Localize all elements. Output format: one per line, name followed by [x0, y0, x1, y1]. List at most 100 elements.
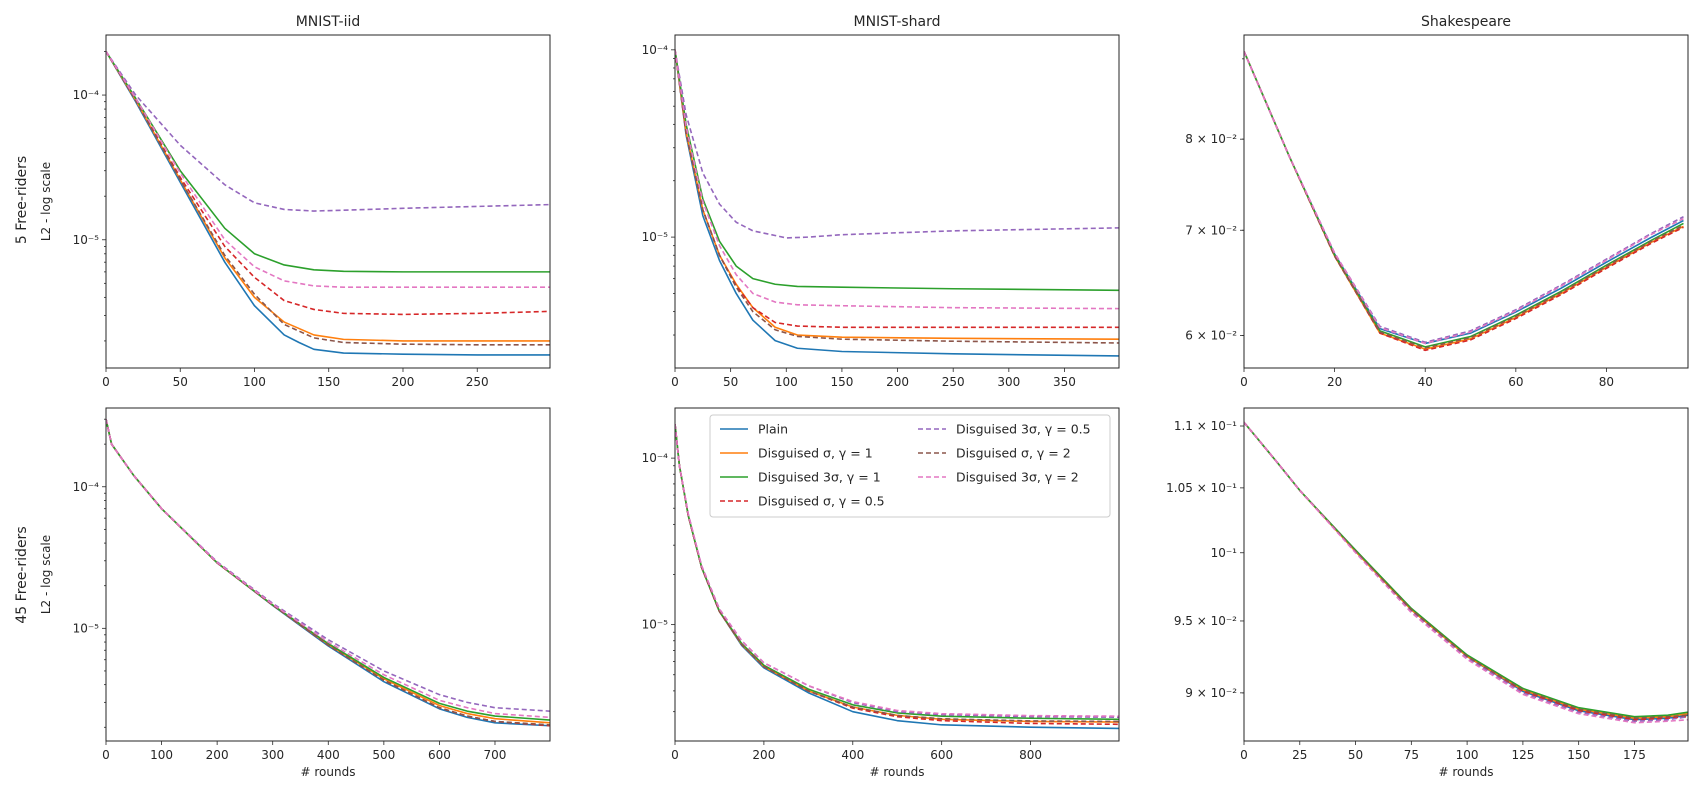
- legend-label: Disguised 3σ, γ = 1: [758, 470, 881, 485]
- series-group: [1244, 421, 1688, 724]
- legend-label: Disguised σ, γ = 0.5: [758, 494, 885, 509]
- x-tick-label: 600: [930, 748, 953, 762]
- x-tick-label: 700: [484, 748, 507, 762]
- x-tick-label: 200: [392, 375, 415, 389]
- series-line-5: [106, 51, 550, 346]
- x-tick-label: 500: [372, 748, 395, 762]
- y-tick-label: 9 × 10⁻²: [1185, 686, 1237, 700]
- panel-3: 0 100 200 300 400 500 600 700 10⁻⁴ 10⁻⁵ # rounds L2…: [39, 407, 551, 779]
- row-label-5-free-riders: 5 Free-riders: [14, 156, 30, 244]
- axes-frame: [1243, 407, 1689, 742]
- x-tick-label: 150: [1567, 748, 1590, 762]
- series-line-0: [675, 49, 1119, 357]
- x-axis-label: # rounds: [1439, 765, 1494, 779]
- series-group: [675, 49, 1119, 357]
- x-tick-label: 50: [173, 375, 188, 389]
- series-line-2: [106, 51, 550, 273]
- legend-frame: [709, 414, 1111, 518]
- legend-item: Disguised 3σ, γ = 2: [918, 470, 1079, 485]
- series-line-1: [1244, 421, 1688, 720]
- series-line-6: [675, 49, 1119, 310]
- panel-title: Shakespeare: [1421, 14, 1511, 30]
- x-tick-label: 100: [150, 748, 173, 762]
- x-axis-label: # rounds: [301, 765, 356, 779]
- series-line-6: [675, 424, 1119, 717]
- y-axis-label-group: L2 - log scale: [39, 535, 53, 614]
- x-tick-label: 300: [997, 375, 1020, 389]
- series-line-4: [106, 51, 550, 212]
- legend-item: Disguised 3σ, γ = 0.5: [918, 422, 1091, 437]
- x-tick-label: 200: [886, 375, 909, 389]
- series-line-6: [106, 419, 550, 719]
- series-line-1: [106, 51, 550, 342]
- x-tick-label: 350: [1053, 375, 1076, 389]
- x-tick-label: 400: [317, 748, 340, 762]
- y-tick-label: 7 × 10⁻²: [1185, 223, 1237, 237]
- panel-5: 0 25 50 75 100 125 150 175 1.1 × 10⁻¹ 1.05 × 10⁻¹…: [1166, 407, 1689, 779]
- series-group: [1244, 50, 1684, 352]
- legend-item: Disguised σ, γ = 0.5: [720, 494, 885, 509]
- y-tick-label: 10⁻⁵: [642, 230, 669, 244]
- y-axis-label-group: L2 - log scale: [39, 162, 53, 241]
- x-tick-label: 50: [1348, 748, 1363, 762]
- x-tick-label: 0: [671, 748, 679, 762]
- y-tick-label: 8 × 10⁻²: [1185, 132, 1237, 146]
- y-axis-label: L2 - log scale: [39, 535, 53, 614]
- legend: Plain Disguised σ, γ = 1 Disguised 3σ, γ =…: [709, 414, 1111, 518]
- y-tick-label: 6 × 10⁻²: [1185, 328, 1237, 342]
- series-group: [106, 419, 550, 727]
- x-tick-label: 0: [1240, 375, 1248, 389]
- x-tick-label: 175: [1623, 748, 1646, 762]
- series-line-3: [1244, 421, 1688, 721]
- legend-label: Disguised σ, γ = 1: [758, 446, 873, 461]
- y-tick-label: 1.05 × 10⁻¹: [1166, 481, 1237, 495]
- series-line-5: [1244, 421, 1688, 720]
- legend-item: Disguised σ, γ = 1: [720, 446, 873, 461]
- series-line-5: [106, 419, 550, 726]
- y-tick-label: 10⁻⁴: [73, 480, 100, 494]
- x-tick-label: 100: [243, 375, 266, 389]
- series-line-2: [106, 419, 550, 721]
- series-line-4: [106, 419, 550, 712]
- x-tick-label: 200: [752, 748, 775, 762]
- series-group: [675, 424, 1119, 730]
- panel-title: MNIST-iid: [296, 14, 361, 30]
- x-tick-label: 50: [723, 375, 738, 389]
- series-line-0: [1244, 421, 1688, 721]
- series-line-3: [675, 49, 1119, 329]
- series-line-0: [1244, 50, 1684, 345]
- legend-item: Disguised 3σ, γ = 1: [720, 470, 881, 485]
- axes-frame: [105, 407, 551, 742]
- x-tick-label: 0: [1240, 748, 1248, 762]
- x-tick-label: 100: [1456, 748, 1479, 762]
- series-line-4: [675, 49, 1119, 239]
- x-tick-label: 600: [428, 748, 451, 762]
- x-tick-label: 150: [317, 375, 340, 389]
- axes-frame: [1243, 34, 1689, 369]
- y-tick-label: 10⁻⁵: [73, 621, 100, 635]
- x-tick-label: 200: [206, 748, 229, 762]
- series-line-3: [106, 51, 550, 316]
- x-tick-label: 20: [1327, 375, 1342, 389]
- panel-4: 0 200 400 600 800 10⁻⁴ 10⁻⁵ # rounds: [642, 407, 1120, 779]
- row-label-bottom: 45 Free-riders: [14, 526, 30, 623]
- series-line-6: [1244, 50, 1684, 345]
- x-tick-label: 0: [102, 748, 110, 762]
- series-line-2: [1244, 421, 1688, 718]
- x-tick-label: 800: [1019, 748, 1042, 762]
- panel-1: 0 50 100 150 200 250 300 350 10⁻⁴ 10⁻⁵ MNIST-shard: [642, 14, 1120, 389]
- y-tick-label: 10⁻⁴: [73, 88, 100, 102]
- x-tick-label: 40: [1418, 375, 1433, 389]
- x-tick-label: 60: [1508, 375, 1523, 389]
- series-line-5: [1244, 50, 1684, 349]
- y-tick-label: 1.1 × 10⁻¹: [1174, 419, 1237, 433]
- axes-frame: [105, 34, 551, 369]
- y-axis-label: L2 - log scale: [39, 162, 53, 241]
- row-label-45-free-riders: 45 Free-riders: [14, 526, 30, 623]
- y-tick-label: 10⁻⁴: [642, 43, 669, 57]
- series-line-4: [1244, 421, 1688, 723]
- legend-label: Disguised 3σ, γ = 2: [956, 470, 1079, 485]
- series-line-1: [106, 419, 550, 724]
